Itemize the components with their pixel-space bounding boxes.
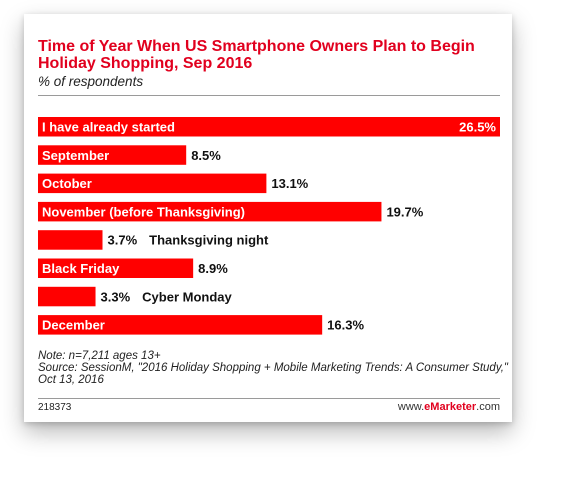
footer-divider <box>38 398 500 399</box>
bar <box>38 145 187 165</box>
chart-subtitle: % of respondents <box>38 74 144 89</box>
value-label: 3.7% <box>108 233 138 248</box>
note-text: Note: n=7,211 ages 13+ <box>38 350 161 362</box>
brand-prefix: www. <box>397 401 425 413</box>
value-label: 8.9% <box>198 261 228 276</box>
bar <box>38 230 103 250</box>
category-label: Black Friday <box>42 261 120 276</box>
bar <box>38 173 267 194</box>
chart-id: 218373 <box>38 402 72 413</box>
bar <box>38 286 96 307</box>
category-label: Cyber Monday <box>142 289 232 304</box>
brand-logo: www.eMarketer.com <box>398 401 500 413</box>
bar-chart: I have already started 26.5% September 8.5%… <box>38 117 500 335</box>
category-label: December <box>42 318 105 333</box>
chart-note: Note: n=7,211 ages 13+ Source: SessionM,… <box>38 350 508 386</box>
brand-name: eMarketer <box>424 401 477 413</box>
bar <box>38 258 194 278</box>
bar <box>38 117 500 137</box>
category-label: October <box>42 176 92 191</box>
category-label: I have already started <box>42 120 175 135</box>
value-label: 19.7% <box>386 204 423 219</box>
chart-title: Time of Year When US Smartphone Owners P… <box>38 38 475 72</box>
value-label: 26.5% <box>459 120 496 135</box>
bar <box>38 201 382 222</box>
value-label: 16.3% <box>327 318 364 333</box>
value-label: 3.3% <box>101 289 131 304</box>
bar <box>38 315 323 335</box>
value-label: 8.5% <box>191 148 221 163</box>
brand-suffix: .com <box>476 401 500 413</box>
category-label: Thanksgiving night <box>149 233 269 248</box>
category-label: September <box>42 148 109 163</box>
value-label: 13.1% <box>271 176 308 191</box>
source-text: Source: SessionM, "2016 Holiday Shopping… <box>38 362 508 386</box>
chart-card: Time of Year When US Smartphone Owners P… <box>24 14 512 422</box>
title-divider <box>38 95 500 96</box>
category-label: November (before Thanksgiving) <box>42 204 245 219</box>
